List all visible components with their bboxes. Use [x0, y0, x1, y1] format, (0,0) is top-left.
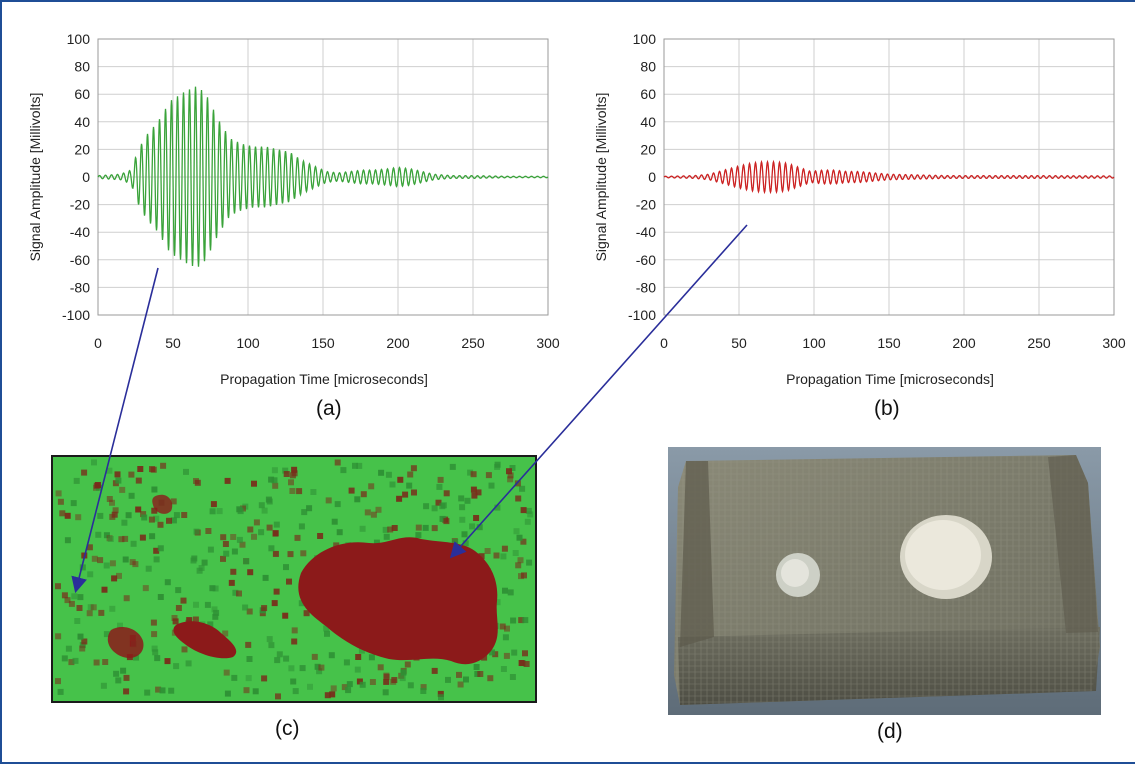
arrow-b-to-c: [449, 224, 748, 559]
caption-d: (d): [877, 720, 903, 743]
chart-a-y-tick-label: 60: [74, 86, 90, 102]
chart-a-y-tick-label: 20: [74, 141, 90, 157]
chart-b-y-tick-label: 80: [640, 59, 656, 75]
chart-b-x-axis-label: Propagation Time [microseconds]: [786, 371, 994, 387]
chart-b-y-axis-label: Signal Amplitude [Millivolts]: [593, 93, 609, 262]
chart-b-y-tick-label: -100: [628, 307, 656, 323]
chart-b-x-tick-label: 50: [731, 335, 747, 351]
chart-b-y-tick-label: 40: [640, 114, 656, 130]
chart-a-y-axis-label: Signal Amplitude [Millivolts]: [27, 93, 43, 262]
caption-a: (a): [316, 397, 342, 420]
chart-a-x-tick-label: 250: [461, 335, 485, 351]
chart-a-y-tick-label: -100: [62, 307, 90, 323]
c-scan-large-damage-region: [298, 537, 498, 665]
chart-a-x-tick-label: 50: [165, 335, 181, 351]
c-scan-damage-map: [51, 455, 537, 703]
chart-a-y-tick-label: 100: [67, 31, 91, 47]
chart-a-x-tick-label: 100: [236, 335, 260, 351]
chart-b-signal-line: [663, 159, 1115, 195]
chart-b-y-tick-label: -80: [636, 279, 656, 295]
chart-a-y-tick-label: 0: [82, 169, 90, 185]
chart-b-y-tick-label: 0: [648, 169, 656, 185]
chart-a-x-tick-label: 150: [311, 335, 335, 351]
chart-b-x-tick-label: 300: [1102, 335, 1126, 351]
chart-b-x-tick-label: 250: [1027, 335, 1051, 351]
chart-a-x-tick-label: 200: [386, 335, 410, 351]
chart-a-y-tick-label: -80: [70, 279, 90, 295]
chart-a-y-tick-label: 80: [74, 59, 90, 75]
chart-b-y-tick-label: -60: [636, 252, 656, 268]
chart-a-signal-line: [97, 86, 549, 267]
chart-b-x-tick-label: 0: [660, 335, 668, 351]
chart-a-y-tick-label: -40: [70, 224, 90, 240]
chart-b-y-tick-label: 20: [640, 141, 656, 157]
chart-a-x-axis-label: Propagation Time [microseconds]: [220, 371, 428, 387]
chart-a-x-tick-label: 300: [536, 335, 560, 351]
arrow-a-to-c: [71, 267, 159, 594]
chart-a-y-tick-label: 40: [74, 114, 90, 130]
chart-b-y-tick-label: 100: [633, 31, 657, 47]
chart-b-x-tick-label: 200: [952, 335, 976, 351]
chart-b-y-tick-label: 60: [640, 86, 656, 102]
chart-a-y-tick-label: -60: [70, 252, 90, 268]
chart-b-y-tick-label: -40: [636, 224, 656, 240]
chart-a-amplitude-plot: 0 50 100 150 200 250 300100806040200-20-40-60-…: [27, 31, 560, 387]
chart-b-amplitude-plot: 0 50 100 150 200 250 300100806040200-20-40-60-…: [593, 31, 1126, 387]
chart-b-x-tick-label: 100: [802, 335, 826, 351]
specimen-photo: [668, 447, 1101, 715]
chart-b-x-tick-label: 150: [877, 335, 901, 351]
chart-a-y-tick-label: -20: [70, 197, 90, 213]
chart-a-x-tick-label: 0: [94, 335, 102, 351]
caption-c: (c): [275, 717, 300, 740]
c-scan-small-damage-region: [107, 494, 237, 659]
caption-b: (b): [874, 397, 900, 420]
chart-b-y-tick-label: -20: [636, 197, 656, 213]
